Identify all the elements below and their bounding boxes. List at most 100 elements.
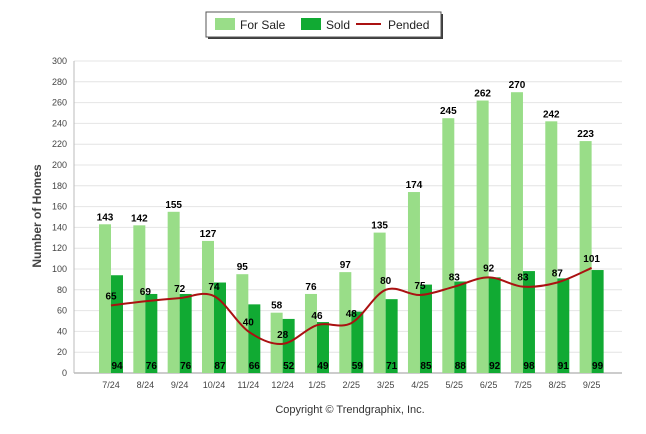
bar-sold: [591, 270, 604, 373]
y-tick-label: 120: [52, 243, 67, 253]
data-label-pended: 72: [174, 284, 186, 295]
x-tick-label: 4/25: [411, 380, 429, 390]
y-tick-label: 300: [52, 56, 67, 66]
x-tick-label: 1/25: [308, 380, 326, 390]
bar-for-sale: [236, 274, 249, 373]
y-axis-label: Number of Homes: [30, 164, 44, 268]
x-tick-label: 12/24: [271, 380, 294, 390]
y-tick-label: 0: [62, 368, 67, 378]
bar-for-sale: [476, 100, 489, 374]
y-tick-label: 240: [52, 118, 67, 128]
data-label-pended: 83: [449, 273, 461, 284]
data-label-pended: 80: [380, 276, 392, 287]
bar-for-sale: [133, 225, 146, 373]
data-label-for-sale: 223: [577, 129, 594, 140]
data-label-pended: 74: [208, 282, 220, 293]
data-label-pended: 92: [483, 263, 495, 274]
data-label-sold: 92: [489, 361, 501, 372]
x-tick-label: 2/25: [343, 380, 361, 390]
data-label-sold: 59: [352, 361, 364, 372]
y-tick-label: 80: [57, 285, 67, 295]
x-tick-label: 10/24: [203, 380, 226, 390]
bar-sold: [111, 275, 123, 373]
bar-for-sale: [510, 92, 523, 373]
y-tick-label: 20: [57, 347, 67, 357]
data-label-for-sale: 95: [237, 262, 249, 273]
x-tick-label: 11/24: [237, 380, 259, 390]
data-label-sold: 94: [111, 361, 123, 372]
x-tick-label: 3/25: [377, 380, 395, 390]
bar-sold: [488, 277, 501, 373]
data-label-for-sale: 270: [509, 80, 526, 91]
y-tick-label: 60: [57, 306, 67, 316]
data-label-for-sale: 58: [271, 301, 283, 312]
y-tick-label: 200: [52, 160, 67, 170]
bar-for-sale: [339, 272, 352, 373]
bar-sold: [385, 299, 398, 373]
legend: For Sale Sold Pended: [205, 11, 443, 39]
bar-for-sale: [545, 121, 558, 373]
y-tick-label: 280: [52, 77, 67, 87]
bars: [99, 92, 604, 374]
data-label-sold: 66: [249, 361, 261, 372]
data-label-sold: 91: [558, 361, 570, 372]
bar-for-sale: [407, 192, 420, 373]
legend-label-pended: Pended: [388, 18, 429, 32]
data-label-sold: 52: [283, 361, 295, 372]
bar-for-sale: [201, 240, 214, 373]
legend-label-sold: Sold: [326, 18, 350, 32]
data-label-pended: 48: [346, 309, 358, 320]
data-label-sold: 98: [523, 361, 535, 372]
data-label-sold: 71: [386, 361, 398, 372]
data-label-for-sale: 142: [131, 213, 148, 224]
legend-swatch-for-sale: [215, 18, 235, 30]
x-tick-label: 9/24: [171, 380, 189, 390]
data-label-pended: 83: [517, 273, 529, 284]
y-tick-label: 140: [52, 222, 67, 232]
data-label-pended: 40: [243, 317, 255, 328]
x-tick-label: 8/25: [549, 380, 567, 390]
data-label-pended: 87: [552, 269, 564, 280]
y-tick-label: 100: [52, 264, 67, 274]
y-tick-label: 220: [52, 139, 67, 149]
x-tick-label: 7/24: [102, 380, 120, 390]
data-label-sold: 76: [180, 361, 192, 372]
pended-line: [110, 267, 593, 345]
data-labels: 143 94 142 76 155 76 127 87 95 66 58 52 76 49 97 59 135 7…: [97, 80, 604, 372]
data-label-sold: 88: [455, 361, 467, 372]
bar-for-sale: [99, 224, 111, 373]
x-tick-label: 6/25: [480, 380, 498, 390]
bar-sold: [145, 293, 158, 373]
y-tick-label: 260: [52, 98, 67, 108]
y-tick-label: 180: [52, 181, 67, 191]
bar-sold: [282, 318, 295, 373]
legend-swatch-sold: [301, 18, 321, 30]
data-label-for-sale: 127: [200, 229, 217, 240]
data-label-pended: 69: [140, 287, 152, 298]
x-tick-label: 8/24: [137, 380, 155, 390]
x-tick-label: 9/25: [583, 380, 601, 390]
bar-sold: [213, 282, 226, 373]
bar-sold: [316, 322, 329, 373]
bar-sold: [248, 304, 261, 373]
bar-sold: [351, 311, 364, 373]
bar-sold: [419, 284, 432, 373]
y-axis-ticks: 0 20 40 60 80 100 120 140 160 180 200 220 240 260 280 3…: [52, 56, 67, 378]
y-tick-label: 160: [52, 202, 67, 212]
bar-sold: [557, 278, 570, 373]
data-label-pended: 75: [414, 281, 426, 292]
data-label-for-sale: 155: [165, 200, 182, 211]
copyright: Copyright © Trendgraphix, Inc.: [275, 404, 424, 416]
legend-label-for-sale: For Sale: [240, 18, 286, 32]
data-label-sold: 99: [592, 361, 604, 372]
y-tick-label: 40: [57, 326, 67, 336]
data-label-for-sale: 242: [543, 109, 560, 120]
bar-for-sale: [442, 118, 455, 373]
pended-line-path: [110, 267, 593, 345]
data-label-for-sale: 76: [305, 282, 317, 293]
data-label-sold: 76: [146, 361, 158, 372]
data-label-sold: 85: [420, 361, 432, 372]
data-label-pended: 101: [583, 254, 600, 265]
bar-for-sale: [579, 141, 592, 373]
